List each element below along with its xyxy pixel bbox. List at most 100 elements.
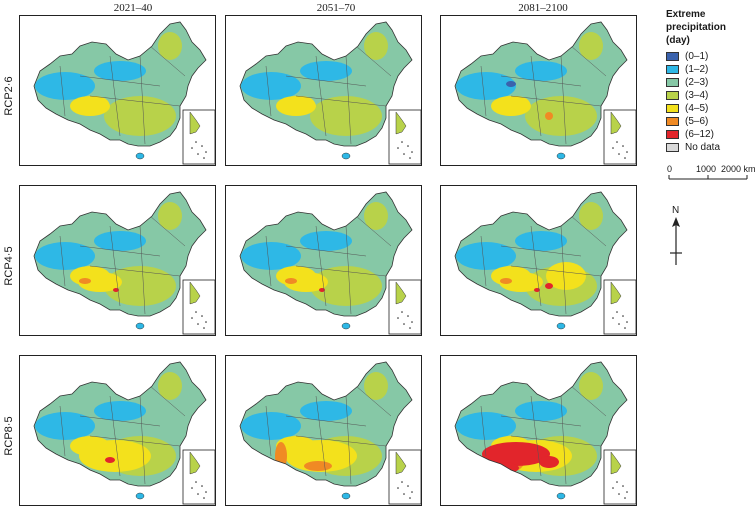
inset-island: [612, 487, 614, 489]
precip-zone: [104, 96, 176, 136]
north-label: N: [672, 205, 680, 216]
legend-swatch: [666, 104, 679, 113]
precip-zone: [525, 96, 597, 136]
province-boundary: [109, 225, 121, 307]
precip-zone: [579, 372, 603, 400]
precip-zone: [81, 96, 109, 112]
precip-zone: [79, 440, 151, 472]
province-boundary: [500, 415, 582, 427]
inset-island: [616, 481, 618, 483]
inset-island: [616, 311, 618, 313]
precip-zone: [79, 278, 91, 284]
province-boundary: [345, 55, 352, 145]
inset-island: [612, 147, 614, 149]
precip-zone: [515, 231, 567, 251]
precip-zone: [285, 440, 357, 472]
province-boundary: [345, 395, 352, 485]
province-boundary: [570, 385, 607, 417]
hainan-island: [135, 322, 145, 330]
precip-zone: [310, 266, 382, 306]
hainan-island: [135, 152, 145, 160]
province-boundary: [285, 415, 367, 427]
inset-island: [624, 327, 626, 329]
precip-zone: [499, 272, 543, 292]
province-boundary: [355, 385, 392, 417]
legend-label: (3–4): [685, 90, 709, 101]
province-boundary: [265, 405, 272, 457]
map-panel-1-2: [440, 185, 637, 336]
inset-island: [411, 491, 413, 493]
precip-zone: [456, 412, 516, 440]
province-boundary: [480, 405, 487, 457]
inset-island: [191, 317, 193, 319]
south-china-sea-inset: [388, 449, 421, 505]
province-boundary: [500, 245, 582, 257]
precip-zone: [546, 262, 586, 290]
precip-zone: [506, 81, 516, 87]
inset-island: [618, 493, 620, 495]
province-boundary: [560, 395, 567, 485]
inset-coast: [189, 281, 201, 305]
legend-item-3-4: (3–4): [666, 89, 726, 102]
inset-island: [622, 485, 624, 487]
province-boundary: [149, 45, 186, 77]
province-boundary: [355, 215, 392, 247]
country-outline: [239, 21, 413, 147]
country-outline: [454, 361, 628, 487]
province-boundary: [295, 95, 387, 107]
precip-zone: [35, 72, 95, 100]
precip-zone: [456, 242, 516, 270]
province-boundary: [500, 75, 582, 87]
precip-zone: [300, 231, 352, 251]
province-boundary: [109, 395, 121, 477]
country-outline: [33, 191, 207, 317]
legend-item-5-6: (5–6): [666, 115, 726, 128]
province-boundary: [530, 225, 542, 307]
precip-zone: [545, 283, 553, 289]
south-china-sea-inset: [388, 109, 421, 165]
province-boundary: [89, 95, 181, 107]
precip-zone: [158, 32, 182, 60]
precip-zone: [539, 456, 559, 468]
legend-label: (4–5): [685, 103, 709, 114]
precip-zone: [545, 112, 553, 120]
province-boundary: [89, 265, 181, 277]
map-panel-2-1: [225, 355, 422, 506]
map-panel-0-1: [225, 15, 422, 166]
country-outline: [239, 191, 413, 317]
inset-island: [403, 493, 405, 495]
china-map: [454, 191, 636, 335]
row-title-rcp26: RCP2·6: [3, 76, 15, 116]
inset-island: [411, 321, 413, 323]
china-map: [33, 361, 215, 505]
south-china-sea-inset: [182, 449, 215, 505]
province-boundary: [510, 435, 602, 447]
inset-island: [203, 327, 205, 329]
china-map: [454, 21, 636, 165]
inset-island: [624, 157, 626, 159]
province-boundary: [149, 215, 186, 247]
precip-zone: [579, 32, 603, 60]
scale-label-1000: 1000: [696, 164, 717, 174]
inset-island: [407, 145, 409, 147]
legend-item-no-data: No data: [666, 141, 726, 154]
inset-island: [197, 323, 199, 325]
inset-coast: [610, 451, 622, 475]
precip-zone: [300, 61, 352, 81]
hainan-island: [556, 152, 566, 160]
legend-label: (2–3): [685, 77, 709, 88]
province-boundary: [345, 225, 352, 315]
inset-coast: [610, 281, 622, 305]
province-boundary: [530, 55, 542, 137]
south-china-sea-inset: [603, 109, 636, 165]
south-china-sea-inset: [603, 449, 636, 505]
china-map: [454, 361, 636, 505]
map-panel-2-0: [19, 355, 216, 506]
inset-coast: [189, 451, 201, 475]
inset-island: [401, 141, 403, 143]
inset-island: [205, 491, 207, 493]
inset-island: [397, 147, 399, 149]
province-boundary: [480, 235, 487, 287]
precip-zone: [482, 442, 550, 466]
precip-zone: [105, 457, 115, 463]
